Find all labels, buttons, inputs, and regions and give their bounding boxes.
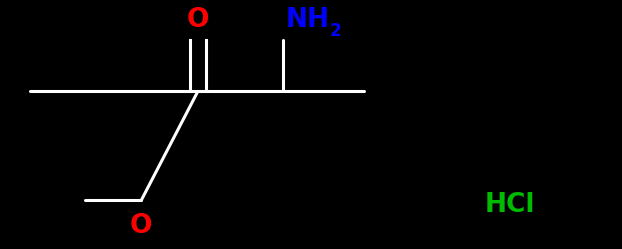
- Text: O: O: [130, 213, 152, 239]
- Text: NH: NH: [286, 7, 330, 33]
- Text: HCl: HCl: [485, 192, 536, 218]
- Text: O: O: [187, 7, 209, 33]
- Text: 2: 2: [330, 22, 341, 40]
